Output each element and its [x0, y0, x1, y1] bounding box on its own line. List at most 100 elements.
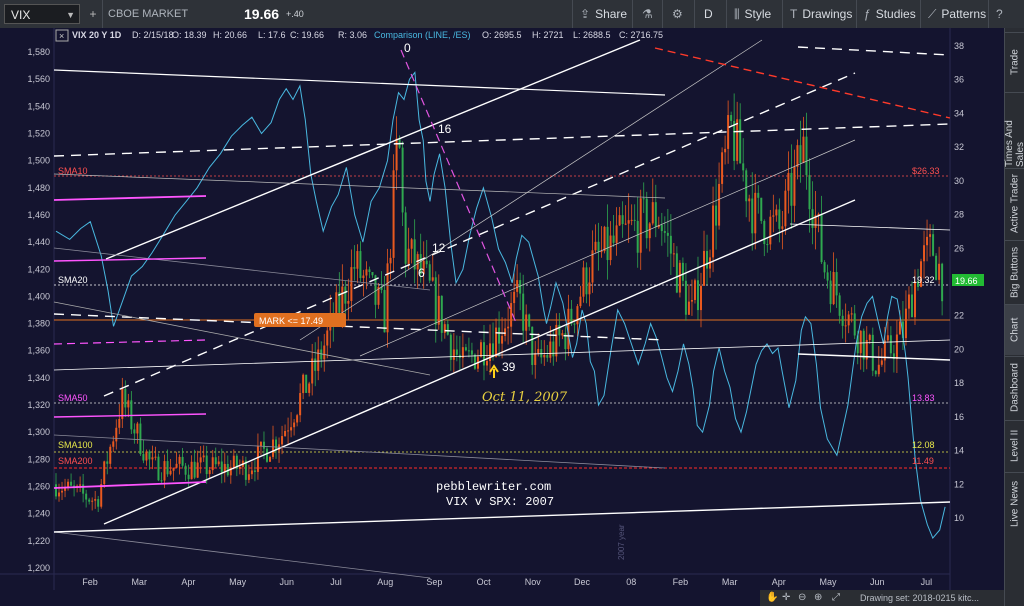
candle-body — [856, 335, 859, 354]
candle-body — [320, 349, 323, 360]
candle-body — [534, 353, 537, 365]
candle-body — [802, 136, 805, 164]
divider — [782, 0, 783, 28]
left-tick-label: 1,440 — [27, 237, 50, 247]
tab-live-news[interactable]: Live News — [1005, 472, 1024, 535]
drawings-button[interactable]: T Drawings — [790, 4, 852, 24]
candle-body — [495, 327, 498, 357]
candle-body — [70, 481, 73, 486]
candle-body — [733, 120, 736, 161]
candle-body — [684, 280, 687, 315]
share-button[interactable]: ⇪ Share — [580, 4, 627, 24]
tab-trade[interactable]: Trade — [1005, 32, 1024, 91]
right-tick-label: 36 — [954, 75, 964, 85]
drawing-set-label[interactable]: Drawing set: 2018-0215 kitc... — [860, 593, 980, 603]
price-change: +.40+2.08% — [286, 4, 317, 39]
candle-body — [603, 226, 606, 252]
mark-tag[interactable] — [254, 313, 346, 327]
candle-body — [573, 323, 576, 325]
left-tick-label: 1,340 — [27, 373, 50, 383]
interval-button[interactable]: D — [704, 7, 713, 21]
candle-body — [775, 209, 778, 216]
candle-body — [486, 360, 489, 366]
candle-body — [443, 324, 446, 333]
chevron-down-icon[interactable]: ▼ — [66, 10, 75, 20]
candle-body — [311, 358, 314, 384]
tab-chart[interactable]: Chart — [1005, 304, 1024, 355]
candle-body — [787, 172, 790, 191]
candle-body — [929, 234, 932, 237]
candle-body — [374, 275, 377, 305]
candle-body — [913, 281, 916, 318]
candle-body — [528, 314, 531, 327]
candle-body — [570, 308, 573, 324]
oct-date-label: Oct 11, 2007 — [482, 390, 568, 405]
patterns-button[interactable]: ⟋ Patterns — [928, 4, 986, 24]
candle-body — [766, 244, 769, 246]
zoom-out-icon[interactable]: ⊖ — [798, 592, 807, 603]
sma200-label: SMA200 — [58, 456, 93, 466]
candle-body — [389, 257, 392, 264]
tab-dashboard[interactable]: Dashboard — [1005, 356, 1024, 419]
thin-line — [789, 223, 951, 231]
candle-body — [226, 463, 229, 476]
left-tick-label: 1,560 — [27, 74, 50, 84]
hand-icon[interactable]: ✋ — [766, 592, 779, 603]
candle-body — [901, 321, 904, 339]
candle-body — [678, 262, 681, 293]
dashed-resistance-line — [53, 123, 951, 157]
settings-button[interactable]: ⚙ — [672, 4, 688, 24]
candle-body — [615, 225, 618, 243]
candle-body — [850, 313, 853, 315]
left-tick-label: 1,520 — [27, 128, 50, 138]
candle-body — [489, 343, 492, 361]
candle-body — [166, 461, 169, 475]
candle-body — [208, 470, 211, 475]
candle-body — [504, 328, 507, 336]
candle-body — [739, 119, 742, 164]
candle-body — [281, 436, 284, 445]
close-icon-box[interactable] — [55, 29, 69, 42]
candle-body — [579, 296, 582, 307]
tab-times-and-sales[interactable]: Times And Sales — [1004, 92, 1024, 167]
candle-body — [259, 441, 262, 447]
yellow-arrow-icon — [489, 364, 499, 378]
flask-button[interactable]: ⚗ — [642, 4, 658, 24]
candle-body — [769, 216, 772, 245]
right-tick-label: 10 — [954, 513, 964, 523]
candle-body — [61, 490, 64, 493]
candle-body — [235, 455, 238, 469]
channel-lower-line — [103, 199, 856, 525]
chart-subtitle: VIX v SPX: 2007 — [446, 495, 554, 509]
candle-body — [624, 223, 627, 225]
candle-body — [817, 213, 820, 216]
candle-body — [660, 224, 663, 232]
add-symbol-button[interactable]: + — [89, 7, 97, 21]
candle-body — [323, 345, 326, 360]
x-tick-label: Sep — [426, 577, 442, 587]
candle-body — [639, 198, 642, 253]
zoom-in-icon[interactable]: ⊕ — [814, 592, 823, 603]
candle-body — [567, 308, 570, 350]
sma50-label: SMA50 — [58, 393, 88, 403]
help-button[interactable]: ? — [996, 4, 1008, 24]
candle-body — [721, 152, 724, 184]
candle-body — [748, 198, 751, 202]
candle-body — [889, 335, 892, 354]
fit-icon[interactable]: ⤢ — [832, 592, 840, 603]
candle-body — [835, 272, 838, 296]
style-button[interactable]: ⫼ Style — [734, 4, 771, 24]
close-icon[interactable]: × — [59, 31, 64, 41]
crosshair-icon[interactable]: ✛ — [782, 592, 791, 603]
magenta-line — [53, 195, 207, 201]
sma10-value: $26.33 — [912, 166, 940, 176]
tab-big-buttons[interactable]: Big Buttons — [1005, 240, 1024, 303]
studies-button[interactable]: ƒ Studies — [864, 4, 916, 24]
tab-active-trader[interactable]: Active Trader — [1005, 168, 1024, 239]
candle-body — [669, 235, 672, 254]
symbol-input[interactable]: VIX ▼ — [4, 4, 80, 24]
tab-level-ii[interactable]: Level II — [1005, 420, 1024, 471]
chart-area[interactable]: 1,200 1,220 1,240 1,260 1,280 1,300 1,320 1,340… — [0, 28, 1004, 590]
candle-body — [501, 335, 504, 344]
candle-body — [154, 456, 157, 458]
